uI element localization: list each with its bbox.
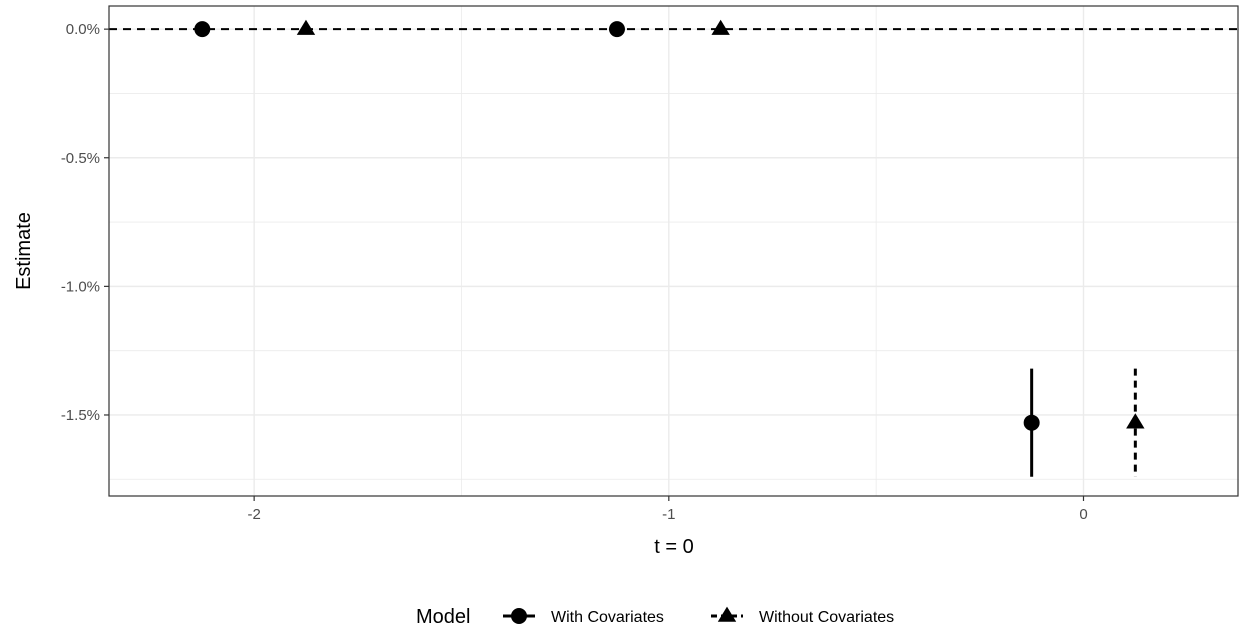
x-tick-label: 0	[1079, 506, 1087, 523]
y-tick-label: 0.0%	[66, 21, 100, 38]
legend-key-circle	[511, 608, 527, 624]
data-point-circle	[608, 21, 625, 38]
legend-items: With Covariates Without Covariates	[503, 606, 894, 626]
data-point-circle	[194, 21, 211, 38]
x-tick-label: -1	[662, 506, 675, 523]
panel-border	[108, 5, 1239, 497]
y-tick-label: -1.5%	[61, 407, 100, 424]
data-layer	[194, 19, 1145, 477]
data-point-triangle	[1126, 413, 1145, 429]
y-tick-label: -1.0%	[61, 278, 100, 295]
data-point-triangle	[296, 19, 316, 35]
y-axis-title: Estimate	[13, 212, 35, 290]
data-point-triangle	[711, 19, 730, 35]
legend-title: Model	[416, 606, 470, 628]
y-tick-label: -0.5%	[61, 150, 100, 167]
legend-key-triangle	[717, 606, 737, 622]
grid-layer	[109, 6, 1239, 496]
x-axis-title: t = 0	[654, 536, 693, 558]
legend-label: With Covariates	[551, 609, 664, 626]
data-point-circle	[1023, 414, 1040, 431]
legend: Model With Covariates Without Covariates	[416, 606, 894, 628]
x-tick-label: -2	[247, 506, 260, 523]
axis-layer: -2 -1 0 0.0% -0.5% -1.0% -1.5%	[61, 21, 1088, 523]
legend-label: Without Covariates	[759, 609, 894, 626]
